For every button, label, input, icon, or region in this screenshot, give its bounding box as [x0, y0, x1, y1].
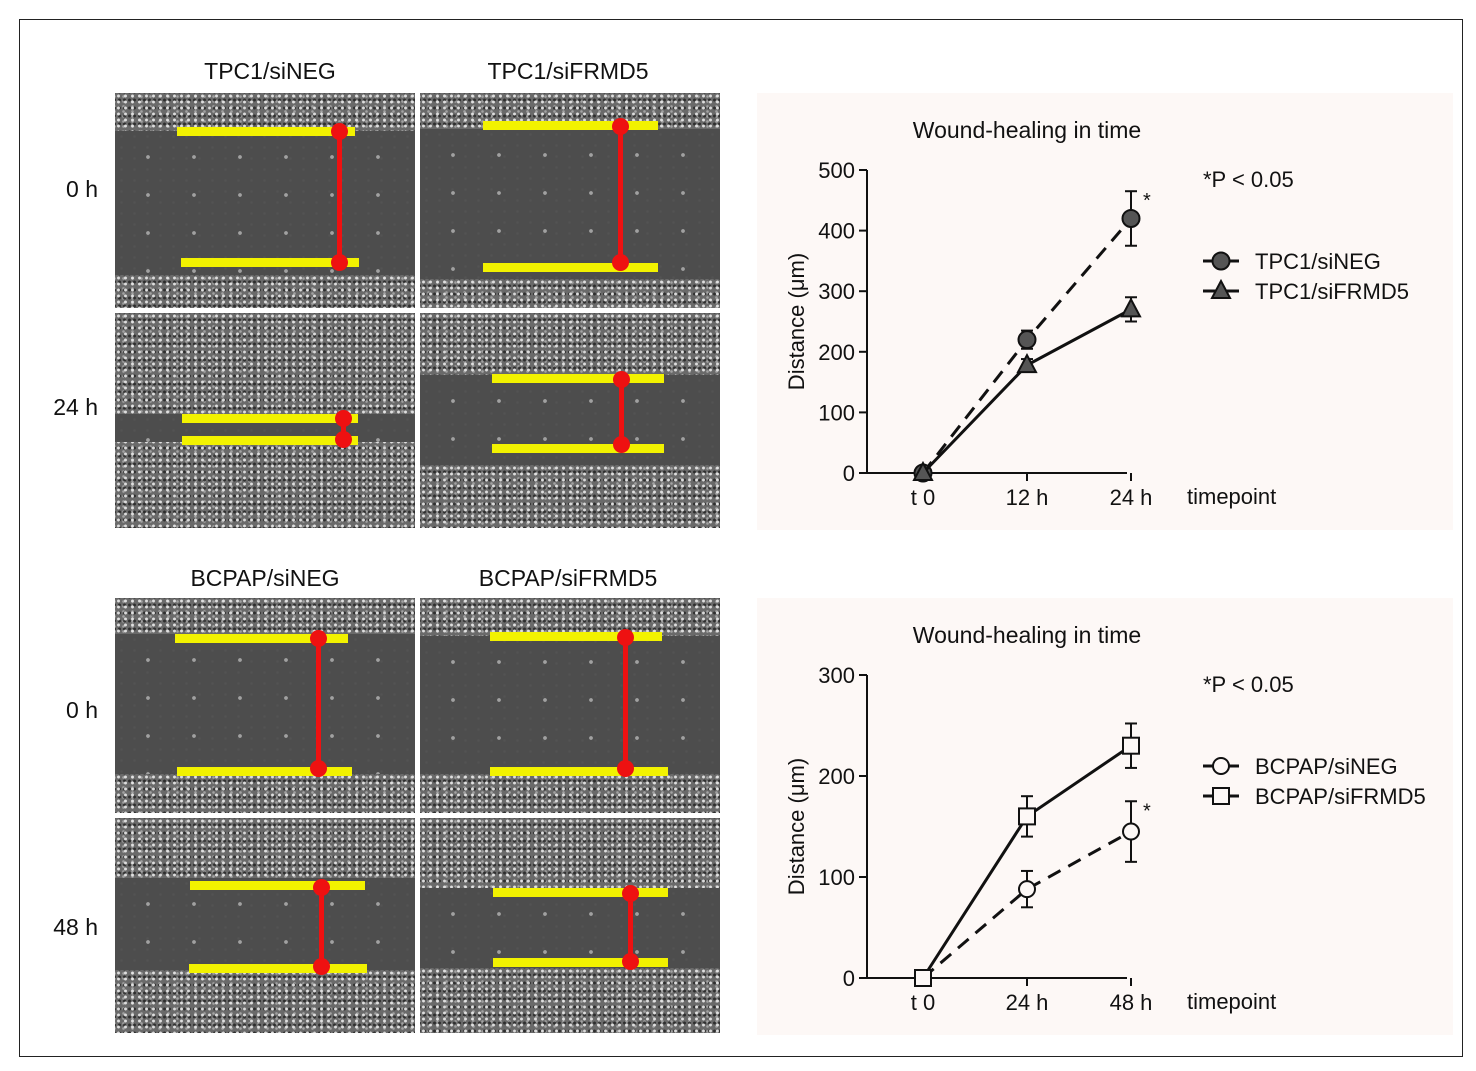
y-tick-label: 200: [818, 340, 855, 365]
x-tick-label: 12 h: [1006, 485, 1049, 510]
x-tick-label: 24 h: [1006, 990, 1049, 1015]
row-label-0h-bottom: 0 h: [66, 697, 98, 723]
y-tick-label: 300: [818, 279, 855, 304]
y-axis-label: Distance (μm): [784, 758, 809, 895]
data-point-1-2: [1120, 297, 1142, 318]
micrograph-tpc1-sineg-0h: [115, 93, 415, 308]
x-axis-label: timepoint: [1187, 989, 1276, 1014]
data-point-1-1: [1016, 352, 1038, 374]
micrograph-bcpap-sifrmd5-48h: [420, 818, 720, 1033]
wound-healing-chart-bcpap: Wound-healing in time 0 100 200 300 t 0 24 h 48…: [784, 622, 1426, 1015]
p-value-annotation: *P < 0.05: [1203, 167, 1294, 192]
row-label-0h-top: 0 h: [66, 176, 98, 202]
y-tick-label: 200: [818, 764, 855, 789]
y-tick-label: 100: [818, 400, 855, 425]
p-value-annotation: *P < 0.05: [1203, 672, 1294, 697]
chart-title: Wound-healing in time: [913, 117, 1141, 143]
x-tick-label: 24 h: [1110, 485, 1153, 510]
series-line-1: [921, 744, 1132, 979]
x-tick-label: t 0: [911, 485, 935, 510]
micrograph-tpc1-sifrmd5-0h: [420, 93, 720, 308]
col-title-tpc1-sineg: TPC1/siNEG: [204, 58, 336, 84]
data-point-0-1: [1018, 880, 1036, 899]
legend-marker-1: [1212, 787, 1230, 805]
x-tick-label: 48 h: [1110, 990, 1153, 1015]
y-tick-label: 300: [818, 663, 855, 688]
data-point-0-2: [1121, 208, 1141, 228]
y-axis-label: Distance (μm): [784, 253, 809, 390]
legend-marker-1: [1210, 278, 1232, 299]
legend-label-1: BCPAP/siFRMD5: [1255, 784, 1426, 809]
legend-label-0: BCPAP/siNEG: [1255, 754, 1398, 779]
x-axis-label: timepoint: [1187, 484, 1276, 509]
legend-marker-0: [1211, 251, 1231, 271]
micrograph-bcpap-sineg-48h: [115, 818, 415, 1033]
micrograph-tpc1-sineg-24h: [115, 313, 415, 528]
chart-panel-tpc1: Wound-healing in time 0 100 200 300 400 500 t 0…: [757, 93, 1453, 530]
data-point-1-0: [912, 460, 934, 481]
data-point-1-0: [914, 969, 932, 987]
chart-title: Wound-healing in time: [913, 622, 1141, 648]
y-tick-label: 500: [818, 158, 855, 183]
legend-label-1: TPC1/siFRMD5: [1255, 279, 1409, 304]
data-point-0-2: [1122, 822, 1140, 841]
col-title-bcpap-sineg: BCPAP/siNEG: [190, 565, 340, 591]
micrograph-tpc1-sifrmd5-24h: [420, 313, 720, 528]
row-label-48h: 48 h: [53, 914, 98, 940]
data-point-0-1: [1017, 330, 1037, 350]
micrograph-bcpap-sineg-0h: [115, 598, 415, 813]
y-tick-label: 400: [818, 219, 855, 244]
micrograph-bcpap-sifrmd5-0h: [420, 598, 720, 813]
legend-marker-0: [1212, 757, 1230, 775]
col-title-bcpap-sifrmd5: BCPAP/siFRMD5: [478, 565, 658, 591]
series-line-0: [922, 830, 1132, 980]
y-tick-label: 100: [818, 865, 855, 890]
legend-label-0: TPC1/siNEG: [1255, 249, 1381, 274]
significance-star: *: [1143, 190, 1151, 212]
chart-panel-bcpap: Wound-healing in time 0 100 200 300 t 0 24 h 48…: [757, 598, 1453, 1035]
col-title-tpc1-sifrmd5: TPC1/siFRMD5: [487, 58, 649, 84]
wound-healing-chart-tpc1: Wound-healing in time 0 100 200 300 400 500 t 0…: [784, 117, 1409, 510]
significance-star: *: [1143, 800, 1151, 822]
row-label-24h: 24 h: [53, 394, 98, 420]
y-tick-label: 0: [843, 461, 855, 486]
y-tick-label: 0: [843, 966, 855, 991]
data-point-1-1: [1018, 807, 1036, 826]
data-point-1-2: [1122, 736, 1140, 755]
x-tick-label: t 0: [911, 990, 935, 1015]
